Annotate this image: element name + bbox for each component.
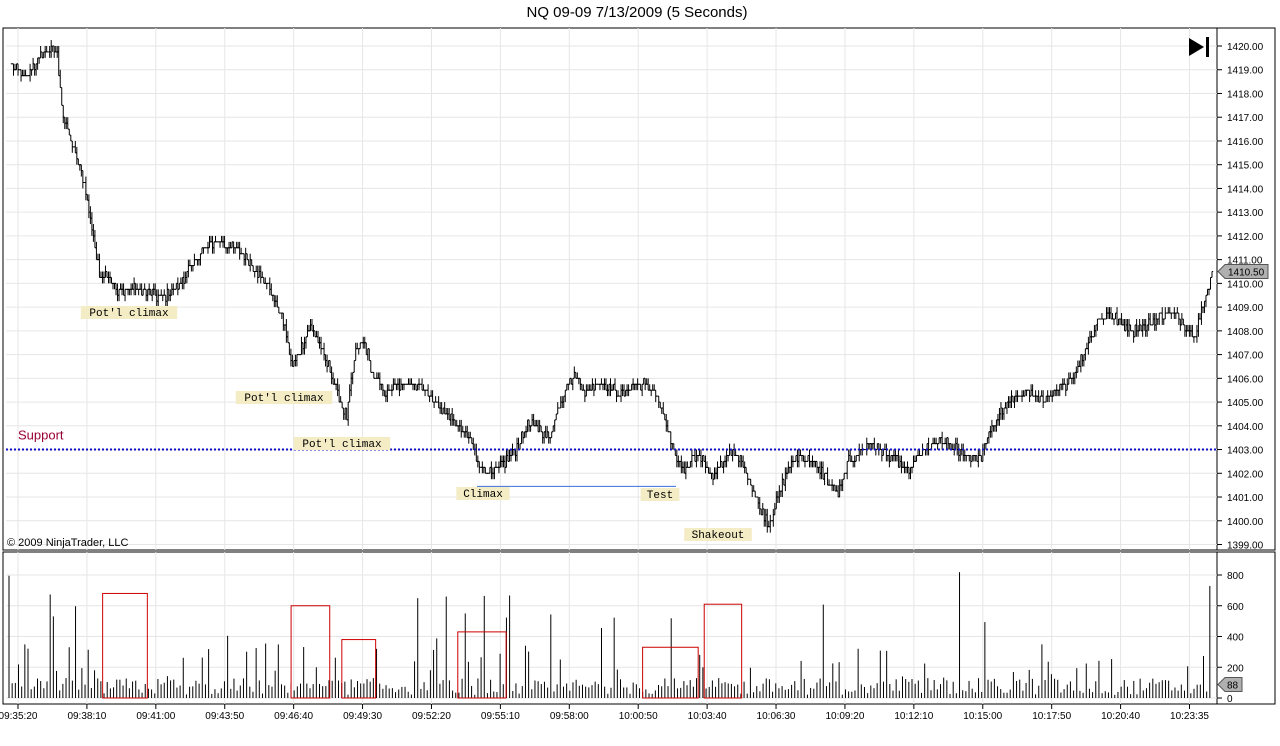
price-bar [1210, 271, 1214, 278]
time-tick-label: 09:49:30 [343, 711, 382, 722]
scroll-to-end-icon[interactable] [1189, 37, 1209, 57]
price-tick-label: 1401.00 [1227, 493, 1264, 504]
price-tick-label: 1400.00 [1227, 517, 1264, 528]
svg-text:Pot'l climax: Pot'l climax [302, 439, 382, 451]
time-tick-label: 09:58:00 [550, 711, 589, 722]
volume-panel-frame [2, 551, 1276, 705]
volume-highlight-box [341, 639, 377, 699]
time-tick-label: 09:46:40 [274, 711, 313, 722]
svg-text:Shakeout: Shakeout [692, 530, 745, 542]
price-tick-label: 1411.00 [1227, 256, 1263, 267]
volume-tick-label: 600 [1227, 602, 1244, 613]
price-tick-label: 1408.00 [1227, 327, 1264, 338]
price-tick-label: 1418.00 [1227, 89, 1264, 100]
volume-highlight-box [102, 592, 148, 699]
time-tick-label: 10:00:50 [619, 711, 658, 722]
volume-highlight-box [642, 646, 699, 699]
price-tick-label: 1404.00 [1227, 422, 1264, 433]
price-tick-label: 1414.00 [1227, 184, 1264, 195]
time-tick-label: 09:43:50 [205, 711, 244, 722]
annotation-label: Pot'l climax [235, 391, 333, 405]
time-tick-label: 10:15:00 [963, 711, 1002, 722]
svg-text:1410.50: 1410.50 [1228, 268, 1265, 279]
volume-highlight-box [703, 603, 743, 699]
price-tick-label: 1413.00 [1227, 208, 1264, 219]
time-tick-label: 10:03:40 [688, 711, 727, 722]
svg-text:Test: Test [647, 490, 673, 502]
price-tick-label: 1399.00 [1227, 541, 1264, 552]
time-tick-label: 09:41:00 [136, 711, 175, 722]
annotation-label: Test [640, 488, 680, 502]
svg-text:Pot'l climax: Pot'l climax [244, 393, 324, 405]
volume-highlight-box [290, 605, 331, 699]
chart-title: NQ 09-09 7/13/2009 (5 Seconds) [526, 4, 748, 21]
volume-tick-label: 0 [1227, 694, 1233, 705]
last-price-tag: 1410.50 [1217, 264, 1269, 280]
annotation-label: Climax [456, 487, 510, 501]
price-tick-label: 1402.00 [1227, 469, 1264, 480]
price-tick-label: 1417.00 [1227, 113, 1264, 124]
time-tick-label: 10:12:10 [894, 711, 933, 722]
support-label: Support [18, 428, 64, 443]
price-tick-label: 1406.00 [1227, 374, 1264, 385]
price-tick-label: 1403.00 [1227, 446, 1264, 457]
time-tick-label: 10:06:30 [757, 711, 796, 722]
time-tick-label: 10:09:20 [825, 711, 864, 722]
price-tick-label: 1415.00 [1227, 161, 1264, 172]
price-tick-label: 1407.00 [1227, 351, 1264, 362]
volume-tick-label: 800 [1227, 571, 1244, 582]
time-tick-label: 10:23:35 [1170, 711, 1209, 722]
annotation-label: Pot'l climax [293, 437, 391, 451]
price-tick-label: 1420.00 [1227, 42, 1264, 53]
price-tick-label: 1412.00 [1227, 232, 1264, 243]
last-volume-tag: 88 [1217, 676, 1243, 692]
time-tick-label: 10:17:50 [1032, 711, 1071, 722]
svg-text:Pot'l climax: Pot'l climax [89, 308, 169, 320]
copyright-text: © 2009 NinjaTrader, LLC [7, 537, 128, 549]
svg-text:88: 88 [1227, 680, 1239, 691]
volume-tick-label: 400 [1227, 633, 1244, 644]
annotation-label: Pot'l climax [80, 306, 178, 320]
price-tick-label: 1405.00 [1227, 398, 1264, 409]
annotation-label: Shakeout [684, 528, 752, 542]
svg-text:Climax: Climax [463, 489, 503, 501]
price-tick-label: 1416.00 [1227, 137, 1264, 148]
time-tick-label: 10:20:40 [1101, 711, 1140, 722]
price-tick-label: 1419.00 [1227, 66, 1264, 77]
time-tick-label: 09:55:10 [481, 711, 520, 722]
overlays: Support Pot'l climax Pot'l climax Pot'l cli… [6, 306, 1217, 699]
volume-highlight-box [457, 631, 507, 699]
price-tick-label: 1410.00 [1227, 279, 1264, 290]
volume-tick-label: 200 [1227, 663, 1244, 674]
axes: 1399.00 1400.00 1401.00 1402.00 1403.00 1404.… [0, 42, 1269, 722]
time-tick-label: 09:38:10 [67, 711, 106, 722]
price-panel-frame [2, 27, 1276, 551]
time-tick-label: 09:35:20 [0, 711, 38, 722]
time-tick-label: 09:52:20 [412, 711, 451, 722]
price-tick-label: 1409.00 [1227, 303, 1264, 314]
